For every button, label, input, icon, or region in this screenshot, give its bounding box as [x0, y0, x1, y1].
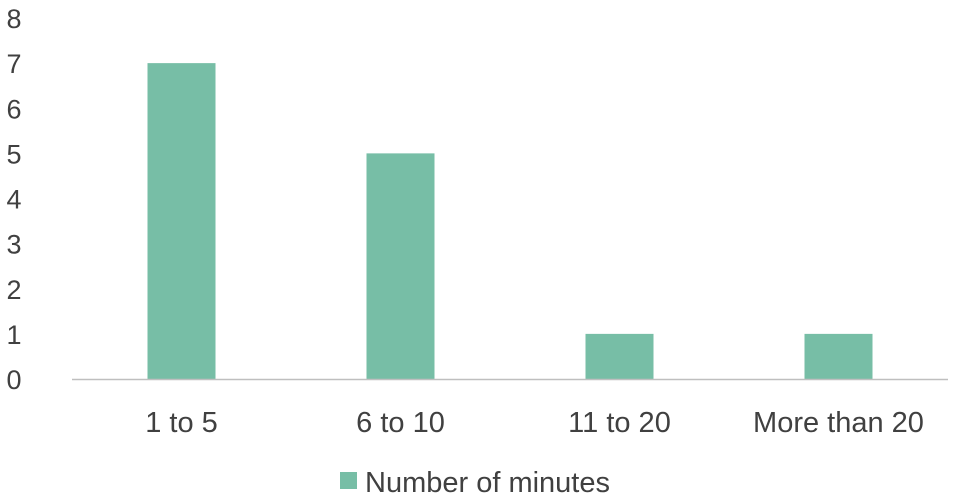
y-tick-label: 7 — [6, 49, 21, 79]
y-axis-tick-labels: 0 1 2 3 4 5 6 7 8 — [6, 4, 21, 395]
y-tick-label: 0 — [6, 365, 21, 395]
y-tick-label: 6 — [6, 94, 21, 124]
y-tick-label: 1 — [6, 320, 21, 350]
y-tick-label: 2 — [6, 275, 21, 305]
y-tick-label: 8 — [6, 4, 21, 34]
bars — [147, 63, 873, 379]
legend-label: Number of minutes — [365, 467, 610, 498]
legend-swatch — [340, 472, 357, 489]
x-axis-category-labels: 1 to 5 6 to 10 11 to 20 More than 20 — [145, 407, 924, 439]
y-tick-label: 3 — [6, 230, 21, 260]
bar — [366, 153, 435, 379]
y-tick-label: 5 — [6, 139, 21, 169]
bar — [585, 333, 654, 379]
legend: Number of minutes — [340, 467, 610, 498]
bar — [147, 63, 216, 379]
x-category-label: 6 to 10 — [356, 407, 445, 439]
y-tick-label: 4 — [6, 185, 21, 215]
x-category-label: 1 to 5 — [145, 407, 218, 439]
bar — [804, 333, 873, 379]
x-category-label: 11 to 20 — [568, 407, 671, 439]
x-category-label: More than 20 — [753, 407, 924, 439]
